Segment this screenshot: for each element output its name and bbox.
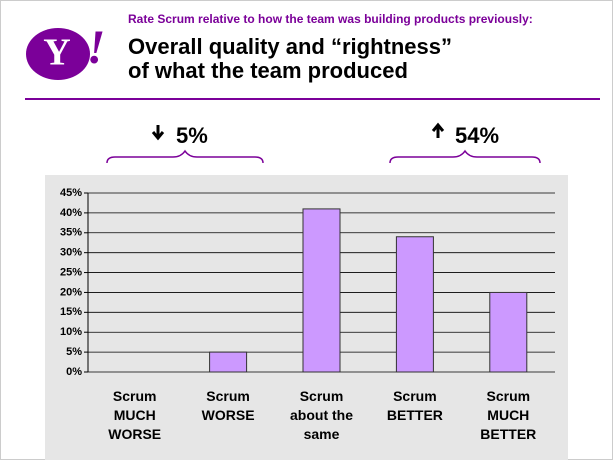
x-tick-label: Scrum MUCH BETTER	[480, 388, 537, 442]
bar	[209, 351, 248, 373]
y-tick-label: 10%	[60, 326, 82, 338]
y-tick-label: 0%	[66, 366, 82, 378]
title-line: of what the team produced	[128, 58, 408, 83]
logo-letter: Y	[43, 32, 70, 74]
x-tick-label: Scrum BETTER	[386, 388, 443, 423]
y-tick-label: 20%	[60, 286, 82, 298]
x-tick-label: Scrum MUCH WORSE	[108, 388, 162, 442]
logo-circle	[26, 28, 90, 80]
x-tick-label: Scrum WORSE	[201, 388, 255, 423]
bar	[302, 208, 341, 373]
down-arrow	[151, 125, 165, 141]
x-tick-label: Scrum about the same	[290, 388, 353, 442]
annotation: 5%	[176, 123, 208, 148]
y-tick-label: 45%	[60, 187, 82, 199]
up-arrow	[431, 122, 445, 138]
y-tick-label: 25%	[60, 266, 82, 278]
y-tick-label: 35%	[60, 227, 82, 239]
y-tick-label: 30%	[60, 247, 82, 259]
annotation: 54%	[455, 123, 499, 148]
bracket	[389, 149, 541, 164]
y-tick-label: 5%	[66, 346, 82, 358]
bar	[489, 291, 528, 373]
bracket	[106, 149, 264, 164]
subtitle: Rate Scrum relative to how the team was …	[128, 12, 533, 26]
y-tick-label: 15%	[60, 306, 82, 318]
logo-mark: !	[87, 21, 106, 74]
y-tick-label: 40%	[60, 207, 82, 219]
bar	[395, 236, 434, 373]
title-line: Overall quality and “rightness”	[128, 34, 452, 59]
